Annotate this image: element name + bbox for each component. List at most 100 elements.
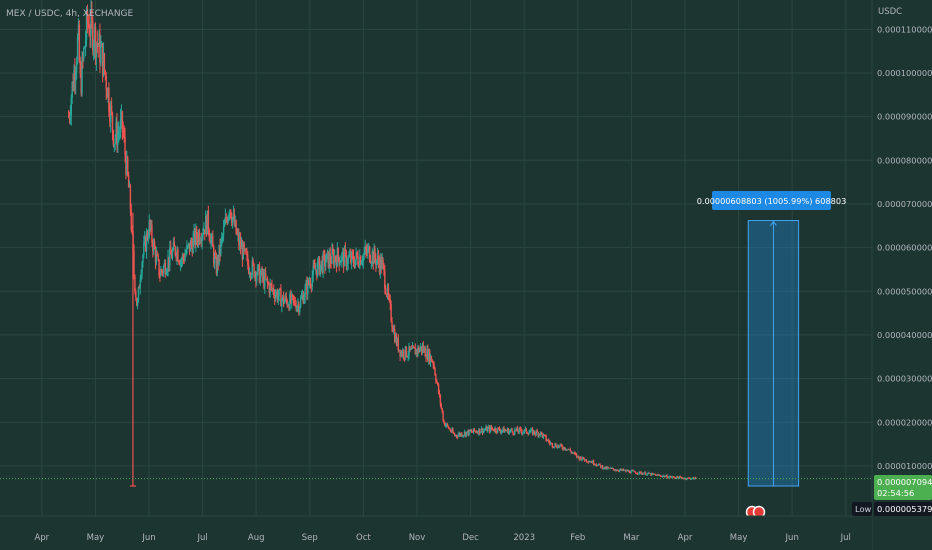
candle-body — [581, 459, 583, 461]
candle-body — [148, 220, 150, 237]
candle-body — [316, 262, 319, 277]
candle-body — [253, 264, 255, 278]
candle-body — [321, 260, 323, 273]
candle-body — [414, 347, 417, 355]
candle-body — [465, 432, 468, 437]
candle-body — [644, 472, 647, 476]
candle-body — [378, 261, 381, 273]
candle-body — [272, 288, 274, 290]
candle-body — [303, 297, 305, 304]
candle-body — [228, 214, 230, 217]
candle-body — [223, 223, 226, 227]
x-tick-label: Jun — [141, 533, 155, 543]
candle-body — [639, 471, 641, 473]
candle-body — [497, 427, 500, 429]
candle-body — [325, 253, 328, 263]
candle-body — [633, 470, 635, 472]
candle-body — [636, 473, 639, 475]
measure-label: 0.00000608803 (1005.99%) 608803 — [697, 196, 847, 206]
candle-body — [311, 276, 313, 287]
candle-body — [505, 430, 508, 432]
candle-body — [365, 247, 367, 251]
candle-body — [216, 257, 219, 274]
candle-body — [187, 245, 189, 247]
candle-body — [575, 454, 578, 457]
candle-body — [196, 229, 198, 239]
candle-body — [157, 255, 159, 260]
candle-body — [428, 350, 431, 364]
candle-body — [695, 477, 697, 479]
candle-body — [146, 232, 149, 239]
candle-body — [139, 280, 141, 289]
candle-body — [333, 252, 335, 265]
candle-body — [578, 457, 580, 460]
candle-body — [690, 478, 692, 480]
candle-body — [308, 282, 311, 285]
candle-body — [673, 476, 675, 478]
candle-body — [586, 461, 589, 463]
candle-body — [617, 470, 620, 472]
candle-body — [118, 132, 120, 134]
candle-body — [383, 264, 385, 271]
candle-body — [626, 470, 628, 472]
candle-body — [389, 299, 391, 305]
candle-body — [249, 273, 252, 277]
candle-body — [473, 428, 476, 432]
candle-body — [130, 209, 133, 231]
candle-body — [208, 230, 210, 238]
candle-body — [264, 273, 267, 279]
candle-body — [431, 361, 434, 363]
y-tick-label: 0.0000500000 — [877, 286, 932, 296]
candle-body — [287, 305, 289, 307]
candle-body — [251, 260, 253, 276]
candle-body — [222, 226, 225, 236]
candle-body — [614, 470, 616, 472]
candle-body — [629, 472, 632, 474]
candle-body — [638, 471, 640, 474]
candle-body — [337, 248, 339, 258]
candle-body — [433, 364, 435, 369]
candle-body — [238, 233, 240, 246]
price-range-measure[interactable]: 0.00000608803 (1005.99%) 608803 — [697, 191, 847, 487]
candle-body — [262, 273, 264, 278]
candle-body — [81, 57, 83, 94]
candle-body — [149, 220, 151, 229]
candle-body — [381, 259, 383, 270]
candle-body — [106, 89, 108, 99]
candle-body — [256, 265, 259, 275]
candle-body — [277, 295, 279, 301]
candle-body — [141, 262, 143, 274]
candle-body — [632, 470, 634, 472]
candle-body — [231, 217, 234, 224]
candle-body — [380, 257, 382, 270]
candle-body — [309, 282, 312, 287]
candle-body — [203, 229, 205, 235]
candle-body — [574, 453, 577, 455]
x-tick-label: Aug — [248, 533, 265, 543]
candle-body — [230, 217, 233, 224]
candle-body — [201, 235, 203, 242]
price-tag-countdown: 02:54:56 — [877, 488, 914, 498]
candle-body — [479, 428, 481, 434]
candle-body — [694, 477, 696, 480]
candle-body — [164, 262, 167, 275]
candle-body — [71, 82, 73, 98]
candle-body — [654, 474, 657, 476]
candle-body — [480, 431, 482, 434]
candle-body — [256, 274, 258, 281]
candle-body — [119, 119, 122, 133]
candle-body — [449, 428, 451, 431]
candle-body — [257, 264, 260, 266]
candle-body — [514, 429, 516, 434]
candle-body — [343, 248, 346, 267]
candle-body — [72, 82, 74, 90]
candle-body — [494, 428, 496, 432]
candle-body — [652, 473, 654, 475]
candle-body — [356, 252, 358, 257]
x-tick-label: Apr — [34, 533, 49, 543]
candle-body — [295, 305, 297, 311]
candle-body — [174, 246, 176, 254]
candle-body — [585, 459, 588, 462]
candle-body — [230, 209, 232, 218]
